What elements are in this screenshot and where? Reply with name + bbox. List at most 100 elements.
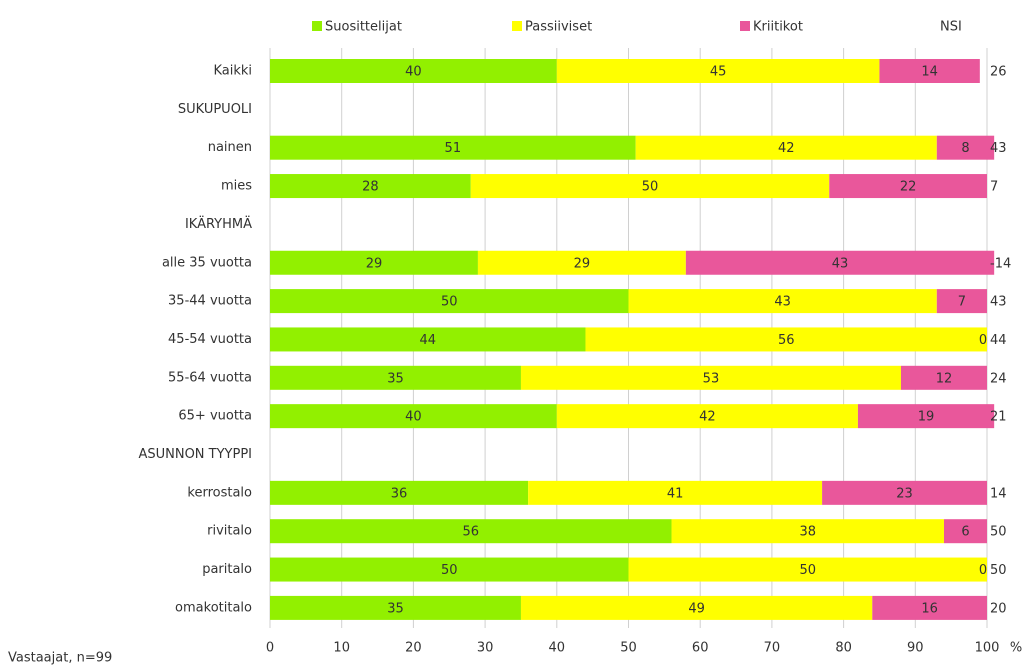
bar-segment — [270, 135, 636, 160]
bar-segment — [936, 289, 987, 314]
data-label: 0 — [979, 333, 987, 348]
nsi-label: 20 — [990, 601, 1007, 616]
data-label: 45 — [710, 65, 727, 80]
x-tick-label: 100 — [975, 641, 1000, 656]
legend-swatch — [512, 21, 522, 31]
bar-segment — [628, 557, 987, 582]
data-label: 49 — [688, 601, 705, 616]
nsi-label: 50 — [990, 563, 1007, 578]
bar-segment — [270, 250, 478, 275]
footnote: Vastaajat, n=99 — [8, 651, 112, 666]
bar-segment — [270, 365, 521, 390]
data-label: 14 — [921, 65, 938, 80]
bar-segment — [270, 519, 672, 544]
data-label: 50 — [441, 295, 458, 310]
x-tick-label: 0 — [266, 641, 274, 656]
y-tick-label: omakotitalo — [175, 600, 252, 615]
bar-segment — [879, 59, 980, 83]
data-label: 19 — [918, 410, 935, 425]
bar-segment — [822, 480, 987, 505]
legend-label: Passiiviset — [525, 20, 592, 35]
data-label: 41 — [667, 486, 684, 501]
nsi-label: -14 — [990, 256, 1011, 271]
data-label: 40 — [405, 410, 422, 425]
data-label: 50 — [642, 180, 659, 195]
bar-segment — [270, 174, 471, 199]
x-tick-label: 60 — [692, 641, 709, 656]
nsi-label: 43 — [990, 141, 1007, 156]
data-label: 6 — [961, 525, 969, 540]
bar-segment — [477, 250, 686, 275]
x-tick-label: 70 — [764, 641, 781, 656]
bar-segment — [270, 595, 521, 620]
y-tick-label: SUKUPUOLI — [178, 102, 252, 117]
x-tick-label: 10 — [333, 641, 350, 656]
bar-segment — [829, 174, 987, 199]
data-label: 23 — [896, 486, 913, 501]
y-tick-label: IKÄRYHMÄ — [185, 216, 252, 232]
data-label: 8 — [961, 141, 969, 156]
data-label: 56 — [778, 333, 795, 348]
bar-segment — [671, 519, 944, 544]
data-label: 29 — [366, 256, 383, 271]
nsi-label: 44 — [990, 333, 1007, 348]
data-label: 40 — [405, 65, 422, 80]
x-tick-label: 80 — [835, 641, 852, 656]
bar-segment — [857, 404, 995, 429]
data-label: 56 — [462, 525, 479, 540]
bar-segment — [270, 327, 586, 352]
bar-segment — [556, 59, 880, 83]
bar-segment — [936, 135, 995, 160]
bar-segment — [520, 595, 873, 620]
y-tick-label: nainen — [208, 140, 252, 155]
y-tick-label: rivitalo — [207, 524, 252, 539]
y-tick-label: paritalo — [202, 562, 252, 577]
data-label: 44 — [419, 333, 436, 348]
y-tick-label: mies — [221, 179, 252, 194]
y-tick-label: ASUNNON TYYPPI — [138, 447, 252, 462]
bar-segment — [900, 365, 987, 390]
data-label: 42 — [699, 410, 716, 425]
data-label: 50 — [799, 563, 816, 578]
y-tick-label: alle 35 vuotta — [162, 255, 252, 270]
bar-segment — [270, 480, 529, 505]
y-tick-label: kerrostalo — [187, 485, 252, 500]
bar-segment — [470, 174, 830, 199]
data-label: 43 — [774, 295, 791, 310]
y-tick-label: Kaikki — [213, 64, 252, 79]
data-label: 12 — [936, 371, 953, 386]
data-label: 0 — [979, 563, 987, 578]
nsi-label: 50 — [990, 525, 1007, 540]
x-tick-label: 90 — [907, 641, 924, 656]
nsi-label: 14 — [990, 486, 1007, 501]
nsi-label: 24 — [990, 371, 1007, 386]
x-tick-label: 20 — [405, 641, 422, 656]
x-tick-label: 40 — [549, 641, 566, 656]
legend-label: NSI — [940, 20, 962, 35]
y-tick-label: 35-44 vuotta — [168, 294, 252, 309]
data-label: 28 — [362, 180, 379, 195]
bar-segment — [520, 365, 901, 390]
data-label: 51 — [445, 141, 462, 156]
legend-label: Kriitikot — [753, 20, 803, 35]
data-label: 42 — [778, 141, 795, 156]
nsi-label: 26 — [990, 65, 1007, 80]
data-label: 43 — [832, 256, 849, 271]
bar-segment — [270, 59, 557, 83]
data-label: 35 — [387, 601, 404, 616]
bar-segment — [943, 519, 987, 544]
data-label: 35 — [387, 371, 404, 386]
nsi-label: 43 — [990, 295, 1007, 310]
bar-segment — [872, 595, 987, 620]
y-tick-label: 45-54 vuotta — [168, 332, 252, 347]
bar-segment — [635, 135, 937, 160]
data-label: 29 — [574, 256, 591, 271]
data-label: 53 — [703, 371, 720, 386]
y-tick-label: 55-64 vuotta — [168, 370, 252, 385]
x-unit: % — [1010, 641, 1022, 656]
data-label: 36 — [391, 486, 408, 501]
x-tick-label: 50 — [620, 641, 637, 656]
data-label: 16 — [921, 601, 938, 616]
bar-segment — [270, 289, 629, 314]
